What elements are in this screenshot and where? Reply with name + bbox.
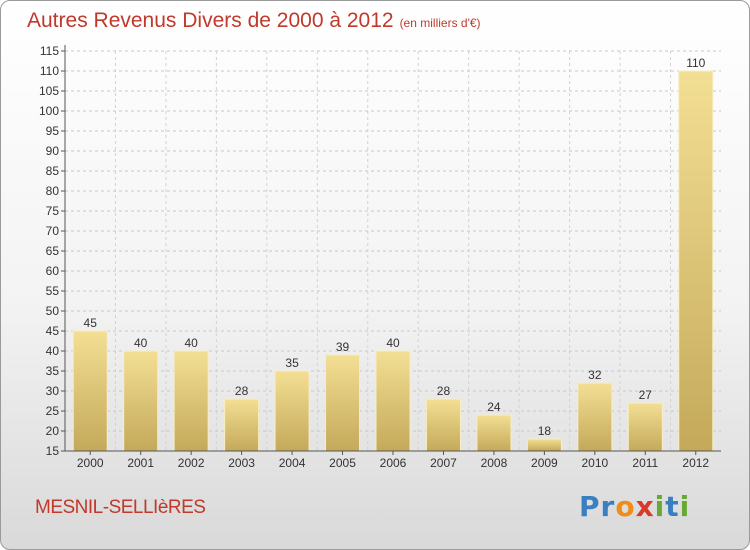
x-tick-label-2010: 2010 [581,456,608,470]
x-tick-label-2009: 2009 [531,456,558,470]
y-tick-label: 85 [46,164,60,178]
y-tick-label: 55 [46,284,60,298]
y-tick-label: 30 [46,384,60,398]
y-tick-label: 50 [46,304,60,318]
labels: 15 20 25 30 35 40 45 50 55 60 65 70 75 80 85 90 95 100 105… [39,44,709,470]
bar-2010 [577,382,613,452]
y-tick-label: 60 [46,264,60,278]
y-tick-label: 25 [46,404,60,418]
y-tick-label: 90 [46,144,60,158]
proxiti-logo: Proxiti [579,490,690,523]
x-tick-label-2011: 2011 [632,456,658,470]
bar-2002 [173,350,209,452]
x-tick-label-2006: 2006 [380,456,407,470]
title-text: Autres Revenus Divers de 2000 à 2012 [27,9,394,32]
y-tick-label: 15 [46,444,60,458]
y-tick-label: 115 [40,44,59,58]
x-tick-label-2001: 2001 [127,456,154,470]
value-label-2009: 18 [538,424,552,438]
y-tick-label: 35 [46,364,60,378]
bar-2004 [274,370,310,452]
value-label-2012: 110 [686,56,705,70]
y-tick-label: 95 [46,124,60,138]
chart-title: Autres Revenus Divers de 2000 à 2012 (en … [27,9,481,33]
x-tick-label-2002: 2002 [178,456,205,470]
bar-2011 [627,402,663,452]
x-tick-label-2004: 2004 [279,456,306,470]
y-tick-label: 75 [46,204,60,218]
logo-letter: x [635,490,655,523]
x-tick-label-2000: 2000 [77,456,104,470]
value-label-2004: 35 [285,356,299,370]
bar-2000 [72,330,108,452]
y-tick-label: 40 [46,344,60,358]
x-tick-label-2008: 2008 [481,456,508,470]
y-tick-label: 80 [46,184,60,198]
logo-letter: r [600,490,616,523]
logo-letter: i [679,490,691,523]
bar-2006 [375,350,411,452]
logo-letter: P [579,490,601,523]
bar-2005 [325,354,361,452]
x-tick-label-2003: 2003 [228,456,255,470]
value-label-2008: 24 [487,400,501,414]
commune-name: MESNIL-SELLIèRES [35,497,206,518]
value-label-2011: 27 [639,388,653,402]
value-label-2000: 45 [84,316,98,330]
logo-letter: i [654,490,666,523]
value-label-2007: 28 [437,384,451,398]
y-tick-label: 65 [46,244,60,258]
bar-2003 [224,398,260,452]
bar-2008 [476,414,512,452]
y-tick-label: 20 [46,424,60,438]
value-label-2001: 40 [134,336,148,350]
logo-letter: t [665,490,680,523]
title-unit: (en milliers d'€) [399,16,481,30]
axes [61,45,721,455]
y-tick-label: 100 [39,104,59,118]
value-label-2005: 39 [336,340,350,354]
value-label-2010: 32 [588,368,602,382]
bar-2001 [123,350,159,452]
y-tick-label: 45 [46,324,60,338]
logo-letter: o [615,490,636,523]
value-label-2006: 40 [386,336,400,350]
bar-2007 [425,398,461,452]
y-tick-label: 105 [39,84,59,98]
bar-2009 [526,438,562,452]
value-label-2003: 28 [235,384,249,398]
bars [72,70,714,452]
x-tick-label-2007: 2007 [430,456,457,470]
x-tick-label-2005: 2005 [329,456,356,470]
x-tick-label-2012: 2012 [682,456,709,470]
y-tick-label: 70 [46,224,60,238]
bar-2012 [678,70,714,452]
y-tick-label: 110 [40,64,59,78]
value-label-2002: 40 [184,336,198,350]
